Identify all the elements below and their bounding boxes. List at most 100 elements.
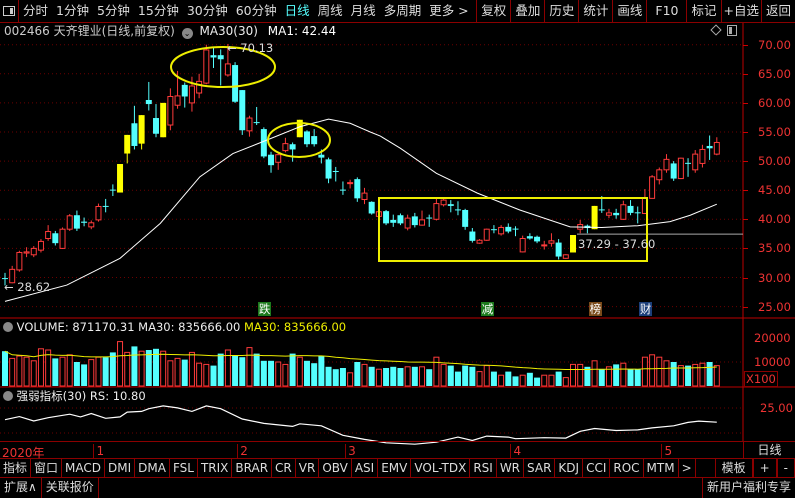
indicator-tab-obv[interactable]: OBV bbox=[319, 459, 352, 478]
volume-bar bbox=[81, 364, 88, 386]
period-15min[interactable]: 15分钟 bbox=[137, 3, 179, 18]
indicator-tab-mtm[interactable]: MTM bbox=[644, 459, 679, 478]
candle-body bbox=[224, 63, 231, 76]
event-marker[interactable]: 减 bbox=[480, 302, 495, 316]
period-more[interactable]: 更多 > bbox=[429, 3, 469, 18]
volume-bar bbox=[419, 366, 426, 387]
price-tick bbox=[743, 219, 748, 221]
chevron-down-icon[interactable] bbox=[3, 322, 13, 332]
indicator-tab-[interactable]: 指标 bbox=[0, 459, 32, 478]
chevron-down-icon[interactable]: ⌄ bbox=[181, 28, 193, 39]
template-button[interactable]: 模板 bbox=[714, 459, 753, 478]
add-watchlist-button[interactable]: +自选 bbox=[720, 0, 761, 22]
candle-body bbox=[81, 221, 88, 223]
f10-button[interactable]: F10 bbox=[646, 0, 686, 22]
candle bbox=[81, 217, 88, 227]
candle-body bbox=[303, 131, 310, 145]
indicator-tab-asi[interactable]: ASI bbox=[352, 459, 379, 478]
candle-body bbox=[469, 231, 476, 241]
indicator-tab-voltdx[interactable]: VOL-TDX bbox=[411, 459, 471, 478]
volume-bar bbox=[440, 363, 447, 387]
indicator-tab-fsl[interactable]: FSL bbox=[170, 459, 198, 478]
candle bbox=[526, 233, 533, 240]
period-intraday[interactable]: 分时 bbox=[23, 3, 49, 18]
volume-bar bbox=[239, 357, 246, 386]
period-monthly[interactable]: 月线 bbox=[350, 3, 376, 18]
volume-bar bbox=[145, 350, 152, 386]
event-marker[interactable]: 跌 bbox=[257, 302, 272, 316]
event-marker[interactable]: 榜 bbox=[588, 302, 603, 316]
candle-body bbox=[268, 154, 275, 166]
layout-icon[interactable] bbox=[727, 25, 737, 36]
indicator-tab-wr[interactable]: WR bbox=[497, 459, 525, 478]
related-quotes-button[interactable]: 关联报价 bbox=[42, 478, 99, 498]
indicator-tab-brar[interactable]: BRAR bbox=[232, 459, 273, 478]
period-30min[interactable]: 30分钟 bbox=[186, 3, 228, 18]
candle bbox=[239, 90, 246, 135]
indicator-tab-vr[interactable]: VR bbox=[296, 459, 320, 478]
indicator-tab-sar[interactable]: SAR bbox=[524, 459, 556, 478]
expand-button[interactable]: 扩展∧ bbox=[0, 478, 42, 498]
period-60min[interactable]: 60分钟 bbox=[235, 3, 277, 18]
candle-body bbox=[188, 85, 195, 104]
back-button[interactable]: 返回 bbox=[760, 0, 795, 22]
mark-button[interactable]: 标记 bbox=[686, 0, 720, 22]
indicator-tab-[interactable]: > bbox=[679, 459, 696, 478]
price-tick bbox=[743, 44, 748, 46]
candle bbox=[649, 175, 656, 199]
history-button[interactable]: 历史 bbox=[544, 0, 578, 22]
candle-body bbox=[656, 169, 663, 181]
candle-body bbox=[73, 215, 80, 229]
candle-body bbox=[246, 117, 253, 132]
volume-bar bbox=[347, 372, 354, 387]
volume-bar bbox=[548, 374, 555, 387]
candle bbox=[260, 127, 267, 159]
indicator-tab-macd[interactable]: MACD bbox=[62, 459, 106, 478]
indicator-tab-kdj[interactable]: KDJ bbox=[555, 459, 584, 478]
period-1min[interactable]: 1分钟 bbox=[56, 3, 89, 18]
period-5min[interactable]: 5分钟 bbox=[96, 3, 130, 18]
volume-bar bbox=[505, 371, 512, 386]
candle-body bbox=[174, 95, 181, 106]
candle-body bbox=[663, 158, 670, 171]
range-label: 37.29 - 37.60 bbox=[578, 237, 656, 251]
indicator-tab-dma[interactable]: DMA bbox=[135, 459, 170, 478]
indicator-tab-[interactable]: 窗口 bbox=[31, 459, 63, 478]
volume-bar bbox=[30, 360, 37, 387]
panel-toggle-icon[interactable] bbox=[0, 0, 19, 22]
volume-axis-label: 10000 bbox=[754, 355, 791, 369]
candle bbox=[282, 137, 289, 153]
candle-body bbox=[30, 247, 37, 256]
event-marker[interactable]: 财 bbox=[638, 302, 653, 316]
volume-bar bbox=[383, 368, 390, 386]
indicator-tab-emv[interactable]: EMV bbox=[378, 459, 412, 478]
chevron-down-icon[interactable] bbox=[3, 391, 13, 401]
candle-body bbox=[426, 217, 433, 219]
price-tick bbox=[743, 248, 748, 250]
period-weekly[interactable]: 周线 bbox=[317, 3, 343, 18]
candle bbox=[570, 235, 577, 253]
draw-button[interactable]: 画线 bbox=[612, 0, 646, 22]
indicator-tab-trix[interactable]: TRIX bbox=[198, 459, 233, 478]
remove-window-button[interactable]: - bbox=[776, 459, 795, 478]
price-axis-label: 55.00 bbox=[758, 125, 791, 139]
add-window-button[interactable]: + bbox=[752, 459, 777, 478]
period-multi[interactable]: 多周期 bbox=[383, 3, 422, 18]
volume-bar bbox=[368, 366, 375, 386]
candle-body bbox=[713, 141, 720, 155]
adjust-button[interactable]: 复权 bbox=[476, 0, 510, 22]
candle-body bbox=[454, 209, 461, 211]
volume-bar bbox=[131, 346, 138, 386]
indicator-tab-cr[interactable]: CR bbox=[272, 459, 296, 478]
indicator-tab-roc[interactable]: ROC bbox=[610, 459, 644, 478]
candle-body bbox=[534, 236, 541, 242]
new-user-promo[interactable]: 新用户福利专享 bbox=[701, 478, 795, 498]
period-daily[interactable]: 日线 bbox=[284, 3, 310, 18]
indicator-tab-dmi[interactable]: DMI bbox=[105, 459, 136, 478]
indicator-tab-rsi[interactable]: RSI bbox=[470, 459, 497, 478]
volume-bar bbox=[16, 355, 23, 387]
stats-button[interactable]: 统计 bbox=[578, 0, 612, 22]
indicator-tab-cci[interactable]: CCI bbox=[583, 459, 611, 478]
overlay-button[interactable]: 叠加 bbox=[510, 0, 544, 22]
